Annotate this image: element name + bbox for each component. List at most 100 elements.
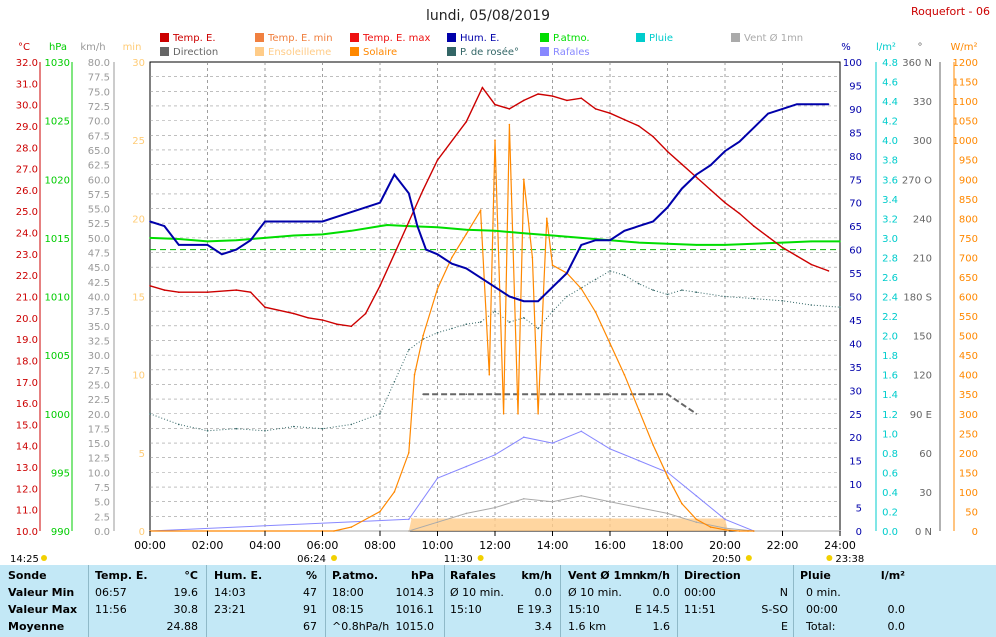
point-p-atmo [494, 230, 496, 232]
point-rafales [436, 477, 439, 480]
point-hum-e [781, 108, 784, 110]
rain-tick-label: 1.8 [882, 351, 898, 362]
x-tick-label: 06:00 [307, 539, 339, 552]
legend-label: Solaire [363, 47, 397, 58]
solar-tick-label: 900 [959, 175, 978, 186]
table-cell: 0.0 [652, 586, 671, 599]
point-solaire [724, 529, 726, 531]
rain-tick-label: 3.4 [882, 195, 898, 206]
table-column-divider [206, 565, 207, 637]
sun-icon [331, 555, 337, 561]
wind-tick-label: 57.5 [88, 190, 110, 201]
point-hum-e [221, 253, 223, 256]
humidity-tick-label: 55 [849, 269, 862, 280]
direction-tick-label: 90 E [910, 410, 932, 421]
point-rafales [523, 436, 525, 439]
humidity-tick-label: 25 [849, 410, 862, 421]
table-cell: 3.4 [534, 620, 553, 633]
point-solaire [523, 178, 525, 181]
point-temp-e [494, 103, 496, 106]
wind-tick-label: 65.0 [88, 146, 110, 157]
wind-tick-label: 72.5 [88, 102, 110, 113]
temp-tick-label: 23.0 [16, 250, 38, 261]
sun_min-tick-label: 0 [139, 527, 145, 538]
table-cell: E 14.5 [635, 603, 670, 616]
x-tick-label: 02:00 [192, 539, 224, 552]
point-rafales [609, 448, 611, 450]
point-vent-1mn [666, 512, 669, 515]
table-cell: 00:00 [684, 586, 716, 599]
rain-tick-label: 2.6 [882, 273, 898, 284]
wind-tick-label: 2.5 [94, 512, 110, 523]
legend-label: Temp. E. max [362, 33, 431, 44]
table-column-divider [325, 565, 326, 637]
point-hum-e [479, 276, 482, 279]
point-vent-1mn [523, 498, 525, 500]
point-temp-e [580, 97, 583, 99]
point-rafales [638, 459, 640, 462]
rain-tick-label: 2.8 [882, 253, 898, 264]
table-cell: 0.0 [534, 586, 553, 599]
wind-tick-label: 50.0 [88, 234, 110, 245]
direction-tick-label: 240 [913, 214, 932, 225]
pressure-tick-label: 990 [51, 527, 70, 538]
point-solaire [551, 264, 554, 267]
table-column-divider [88, 565, 89, 637]
wind-tick-label: 37.5 [88, 307, 110, 318]
point-temp-e [609, 112, 611, 114]
point-p-atmo [149, 237, 151, 239]
point-p-de-ros-e [609, 270, 611, 272]
point-temp-e [753, 225, 755, 227]
humidity-tick-label: 75 [849, 175, 862, 186]
table-cell: Hum. E. [214, 569, 263, 582]
point-temp-e [537, 93, 539, 95]
point-p-de-ros-e [393, 381, 396, 383]
point-p-atmo [638, 241, 640, 244]
table-cell: Rafales [450, 569, 496, 582]
wind-tick-label: 32.5 [88, 336, 110, 347]
table-cell: 91 [303, 603, 317, 616]
point-temp-e [796, 255, 798, 257]
point-p-de-ros-e [206, 430, 209, 432]
table-cell: °C [184, 569, 198, 582]
point-temp-e [307, 317, 309, 319]
point-vent-1mn [724, 527, 726, 529]
summary-table: Sonde Temp. E. °C Hum. E.% P.atmo. hPa Rafales… [0, 565, 996, 637]
point-p-atmo [839, 240, 841, 243]
wind-tick-label: 80.0 [88, 58, 110, 69]
sun_min-tick-label: 15 [132, 293, 145, 304]
table-cell: 1016.1 [395, 603, 435, 616]
wind-tick-label: 52.5 [88, 219, 110, 230]
point-hum-e [738, 140, 741, 143]
solar-tick-label: 700 [959, 253, 978, 264]
point-hum-e [235, 248, 238, 251]
solar-tick-label: 0 [972, 527, 978, 538]
direction-tick-label: 30 [919, 488, 932, 499]
point-p-de-ros-e [321, 427, 324, 430]
point-solaire [451, 256, 453, 259]
point-p-atmo [551, 234, 554, 237]
humidity-tick-label: 65 [849, 222, 862, 233]
table-cell: Sonde [8, 569, 47, 582]
table-cell: 11:56 [95, 603, 127, 616]
point-vent-1mn [695, 521, 698, 523]
point-temp-e [481, 86, 484, 89]
point-p-de-ros-e [451, 327, 453, 330]
point-hum-e [666, 206, 669, 209]
sun-icon [41, 555, 47, 561]
point-solaire [623, 373, 626, 376]
solar-tick-label: 450 [959, 351, 978, 362]
point-p-atmo [436, 226, 439, 229]
humidity-tick-label: 20 [849, 433, 862, 444]
point-hum-e [425, 248, 427, 251]
solar-tick-label: 1150 [953, 78, 978, 89]
point-temp-e [681, 163, 683, 166]
table-cell: ^0.8hPa/h [332, 620, 390, 633]
humidity-tick-label: 10 [849, 480, 862, 491]
rain-tick-label: 4.0 [882, 136, 898, 147]
sun-icon [745, 555, 752, 561]
table-cell: Valeur Max [8, 603, 78, 616]
legend-swatch [731, 33, 740, 42]
solar-axis-unit: W/m² [950, 42, 977, 53]
rain-tick-label: 4.2 [882, 117, 898, 128]
